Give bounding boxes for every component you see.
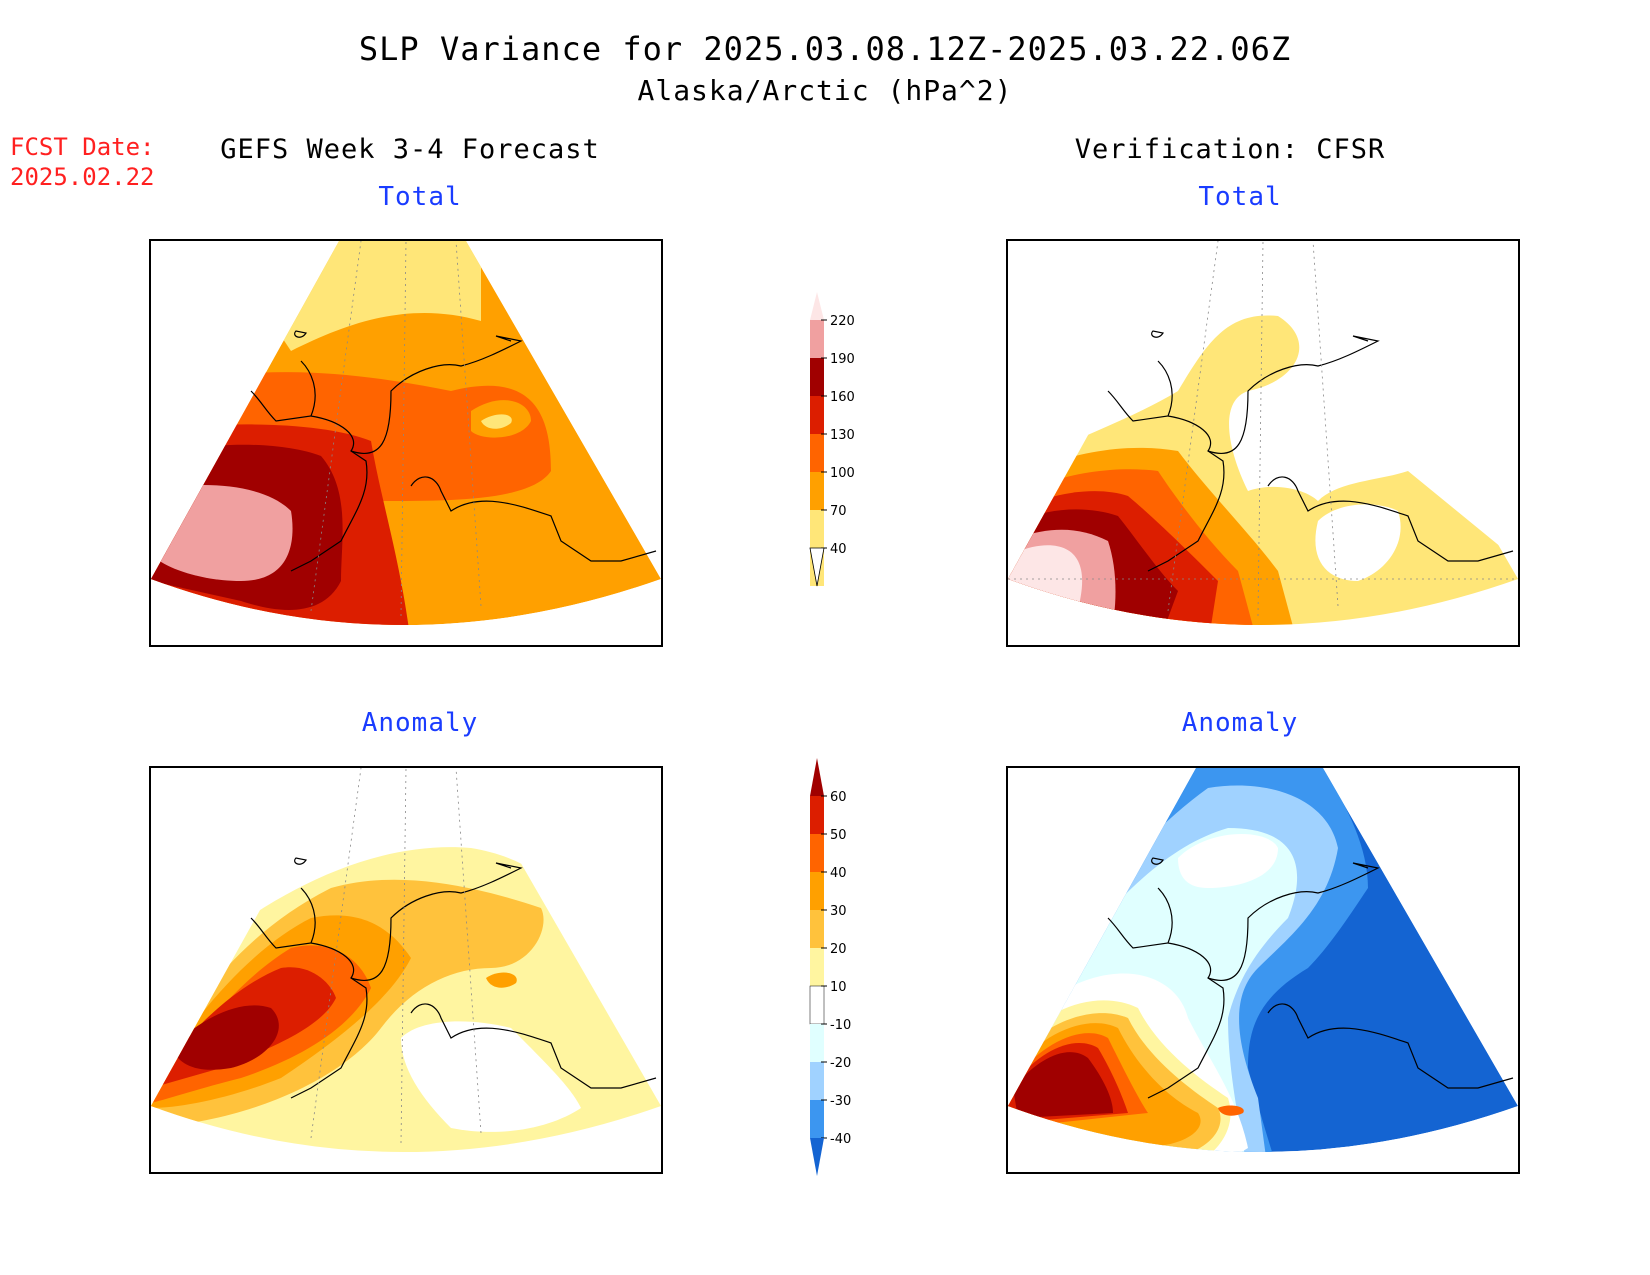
forecast-date-label: FCST Date: 2025.02.22 [10,132,155,192]
colorbar-tick-label: 220 [830,314,855,329]
colorbar-band-7 [810,1024,824,1062]
colorbar-band-2 [810,358,824,396]
colorbar-band-5 [810,472,824,510]
colorbar-bottom-triangle [810,1138,824,1176]
forecast-column-heading: GEFS Week 3-4 Forecast [220,134,600,165]
forecast-total-gridlines [310,241,482,617]
colorbar-band-4 [810,910,824,948]
colorbar-band-8 [810,1062,824,1100]
forecast-anomaly-shading [151,768,661,1152]
colorbar-top-triangle [810,292,824,320]
forecast-anomaly-gridlines [310,768,482,1144]
verification-anomaly-title: Anomaly [1181,708,1299,738]
colorbar-band-1 [810,320,824,358]
colorbar-tick-label: 40 [830,542,847,557]
colorbar-bottom-triangle [809,547,825,587]
verification-total-gridlines [1008,241,1518,617]
forecast-total-title: Total [378,182,462,212]
colorbar-tick-label: -30 [830,1094,851,1109]
colorbar-band-3 [810,872,824,910]
forecast-total-map [149,239,663,647]
verification-total-coastline [1107,330,1514,572]
colorbar-tick-label: 10 [830,980,847,995]
verification-total-title: Total [1198,182,1282,212]
colorbar-tick-label: 50 [830,828,847,843]
verification-total-shading [1008,241,1518,625]
verification-anomaly-coastline [1107,857,1514,1099]
colorbar-tick-label: 70 [830,504,847,519]
forecast-anomaly-title: Anomaly [361,708,479,738]
colorbar-band-9 [810,1100,824,1138]
colorbar-band-6 [810,510,824,548]
anomaly-colorbar: 60 50 40 30 20 10 -10 -20 -30 -40 [790,748,870,1198]
colorbar-tick-label: 20 [830,942,847,957]
forecast-total-shading [151,241,661,625]
forecast-date-value: 2025.02.22 [10,163,155,191]
colorbar-band-6 [809,985,825,1025]
forecast-anomaly-coastline [250,857,657,1099]
colorbar-band-3 [810,396,824,434]
colorbar-band-4 [810,434,824,472]
total-colorbar-graphic: 220 190 160 130 100 70 40 [809,292,855,587]
colorbar-tick-label: 40 [830,866,847,881]
colorbar-band-1 [810,796,824,834]
verification-total-map [1006,239,1520,647]
colorbar-top-triangle [810,758,824,796]
forecast-anomaly-map [149,766,663,1174]
colorbar-tick-label: 60 [830,790,847,805]
colorbar-band-5 [810,948,824,986]
colorbar-tick-label: -40 [830,1132,851,1147]
verification-column-heading: Verification: CFSR [1074,134,1386,165]
colorbar-bands [810,320,824,548]
anomaly-colorbar-graphic: 60 50 40 30 20 10 -10 -20 -30 -40 [809,758,851,1176]
colorbar-tick-label: 160 [830,390,855,405]
verification-anomaly-map [1006,766,1520,1174]
chart-subtitle: Alaska/Arctic (hPa^2) [637,74,1013,107]
colorbar-tick-label: -10 [830,1018,851,1033]
forecast-total-coastline [250,330,657,572]
colorbar-tick-label: 30 [830,904,847,919]
forecast-date-label-text: FCST Date: [10,133,155,161]
colorbar-band-2 [810,834,824,872]
colorbar-tick-label: 100 [830,466,855,481]
colorbar-tick-label: 130 [830,428,855,443]
chart-title: SLP Variance for 2025.03.08.12Z-2025.03.… [358,30,1292,68]
colorbar-tick-label: -20 [830,1056,851,1071]
total-colorbar: 220 190 160 130 100 70 40 [790,282,870,612]
colorbar-tick-label: 190 [830,352,855,367]
verification-anomaly-shading [1008,768,1518,1152]
